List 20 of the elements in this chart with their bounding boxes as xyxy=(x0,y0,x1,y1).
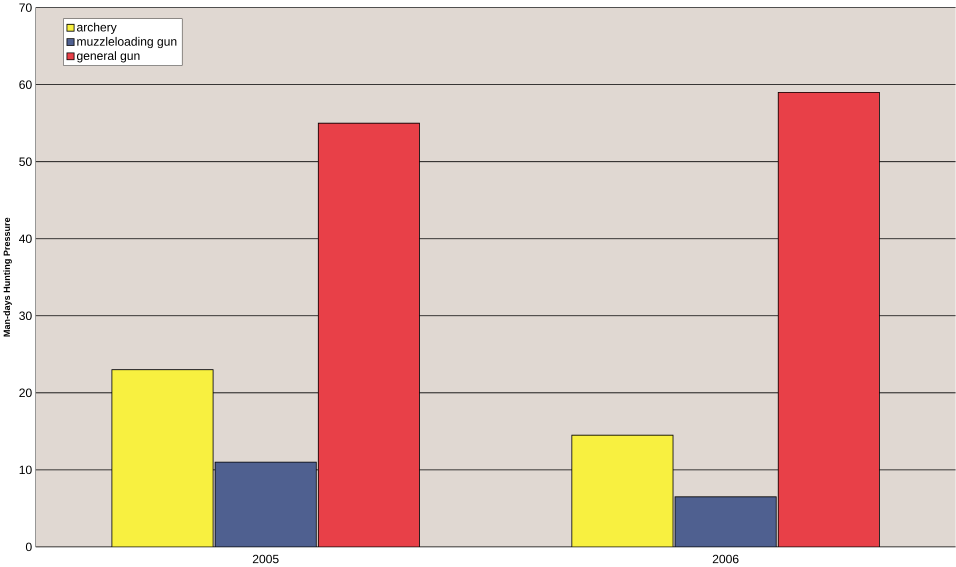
bar xyxy=(111,369,214,548)
y-tick-label: 60 xyxy=(19,80,32,90)
x-tick-label: 2006 xyxy=(712,554,739,564)
y-tick-label: 40 xyxy=(19,234,32,244)
y-tick-label: 10 xyxy=(20,466,32,474)
bar xyxy=(778,92,880,548)
y-axis-title: Man-days Hunting Pressure xyxy=(3,218,12,337)
y-tick-label: 50 xyxy=(19,158,32,166)
legend-label: archery xyxy=(77,22,117,34)
y-tick-label: 0 xyxy=(26,542,32,552)
legend-label: general gun xyxy=(77,51,140,63)
bar xyxy=(674,496,777,548)
legend-label: muzzleloading gun xyxy=(77,37,176,48)
bar xyxy=(214,462,317,548)
y-tick-label: 30 xyxy=(19,312,32,320)
bar xyxy=(318,122,420,548)
bar xyxy=(571,434,674,548)
x-tick-label: 2005 xyxy=(252,554,279,564)
y-tick-label: 20 xyxy=(19,388,32,398)
y-tick-label: 70 xyxy=(19,4,32,12)
